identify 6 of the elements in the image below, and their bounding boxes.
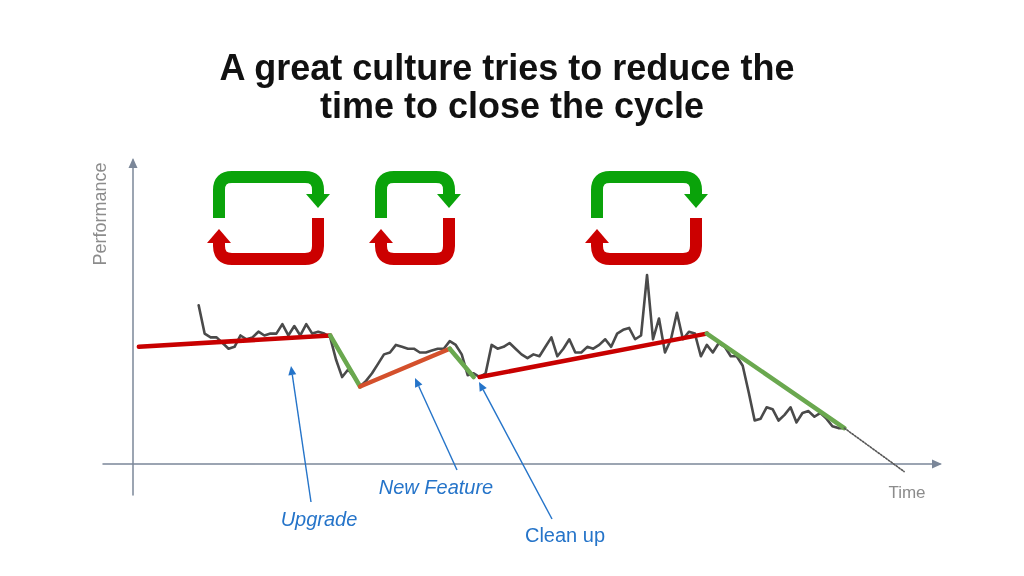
x-axis-title: Time (888, 482, 926, 502)
y-axis-title: Performance (90, 162, 110, 266)
text: Upgrade (280, 508, 358, 530)
text: New Feature (378, 476, 494, 498)
text: Clean up (524, 524, 606, 546)
chart-title: A great culture tries to reduce the time to close the cycle (219, 46, 805, 126)
